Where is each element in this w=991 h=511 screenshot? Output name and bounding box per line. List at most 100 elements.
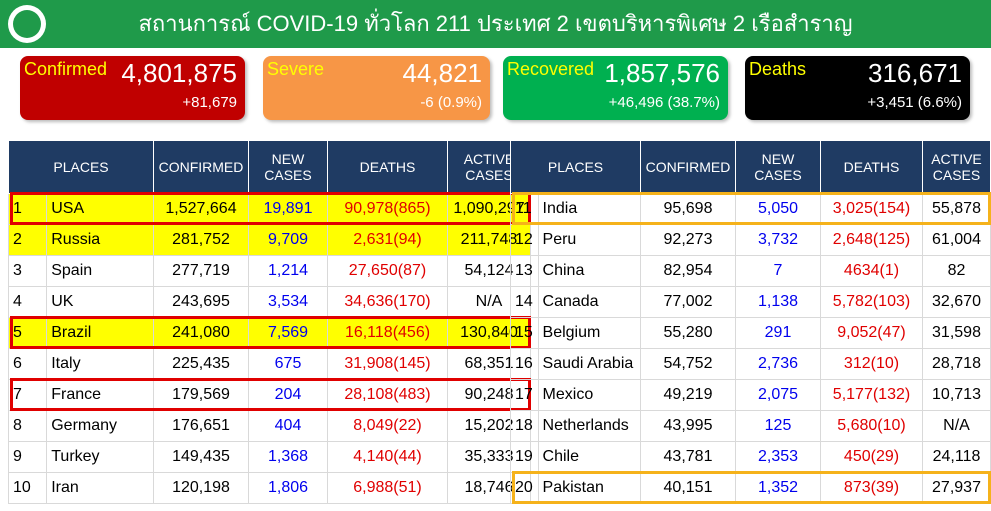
cell: 5,782(103) [820,286,923,318]
table-row: 2 Russia 281,752 9,709 2,631(94) 211,748 [7,224,531,256]
cell: 18 [510,410,539,442]
cell: 43,781 [640,441,736,473]
card: Recovered 1,857,576 +46,496 (38.7%) [503,56,728,120]
cell: 10 [7,472,48,504]
cell: 6,988(51) [327,472,448,504]
card-change: +81,679 [182,94,237,111]
cell: 14 [510,286,539,318]
cell: 404 [248,410,328,442]
cell: Spain [46,255,154,287]
cell: 34,636(170) [327,286,448,318]
cell: 3 [7,255,48,287]
table-row: 13 China 82,954 7 4634(1) 82 [510,255,991,287]
cell: 8 [7,410,48,442]
table-row: 19 Chile 43,781 2,353 450(29) 24,118 [510,441,991,473]
cell: 291 [735,317,821,349]
cell: 3,732 [735,224,821,256]
table-row: 17 Mexico 49,219 2,075 5,177(132) 10,713 [510,379,991,411]
cell: 7 [735,255,821,287]
cell: 55,280 [640,317,736,349]
cell: 61,004 [922,224,991,256]
cell: 5,177(132) [820,379,923,411]
cell: 2,353 [735,441,821,473]
table-row: 5 Brazil 241,080 7,569 16,118(456) 130,840 [7,317,531,349]
table-row: 3 Spain 277,719 1,214 27,650(87) 54,124 [7,255,531,287]
cell: China [537,255,642,287]
column-header: NEW CASES [248,140,328,194]
cell: 243,695 [153,286,249,318]
card-change: +3,451 (6.6%) [867,94,962,111]
card: Deaths 316,671 +3,451 (6.6%) [745,56,970,120]
column-header: DEATHS [327,140,448,194]
cell: 2,736 [735,348,821,380]
table-row: 12 Peru 92,273 3,732 2,648(125) 61,004 [510,224,991,256]
cell: 4,140(44) [327,441,448,473]
cell: 2,648(125) [820,224,923,256]
cell: 4634(1) [820,255,923,287]
cell: 55,878 [922,193,991,225]
highlight-box [10,316,531,349]
cell: 1,138 [735,286,821,318]
cell: 31,908(145) [327,348,448,380]
cell: 4 [7,286,48,318]
cell: 1,368 [248,441,328,473]
card-value: 4,801,875 [121,58,237,88]
card-value: 1,857,576 [604,58,720,88]
data-table: PLACES CONFIRMED NEW CASES DEATHS ACTIVE CAS… [7,140,531,504]
cell: 28,718 [922,348,991,380]
cell: 9,052(47) [820,317,923,349]
cell: 1,352 [735,472,821,504]
cell: 3,534 [248,286,328,318]
highlight-box [512,471,991,504]
card: Confirmed 4,801,875 +81,679 [20,56,245,120]
logo [8,5,46,43]
cell: 2,631(94) [327,224,448,256]
highlight-box [512,192,991,225]
cell: UK [46,286,154,318]
cell: 1,806 [248,472,328,504]
cell: 90,978(865) [327,193,448,225]
cell: 12 [510,224,539,256]
cell: 179,569 [153,379,249,411]
table-row: 10 Iran 120,198 1,806 6,988(51) 18,746 [7,472,531,504]
cell: 17 [510,379,539,411]
cell: Russia [46,224,154,256]
cell: 1 [7,193,48,225]
cell: 28,108(483) [327,379,448,411]
cell: 27,937 [922,472,991,504]
cell: Netherlands [537,410,642,442]
card: Severe 44,821 -6 (0.9%) [263,56,490,120]
cell: 450(29) [820,441,923,473]
cell: 5 [7,317,48,349]
cell: 8,049(22) [327,410,448,442]
cell: Chile [537,441,642,473]
cell: 873(39) [820,472,923,504]
cell: 82 [922,255,991,287]
highlight-box [10,192,531,225]
table-row: 14 Canada 77,002 1,138 5,782(103) 32,670 [510,286,991,318]
title: สถานการณ์ COVID-19 ทั่วโลก 211 ประเทศ 2 … [138,11,853,36]
header: สถานการณ์ COVID-19 ทั่วโลก 211 ประเทศ 2 … [0,0,991,48]
table-row: 9 Turkey 149,435 1,368 4,140(44) 35,333 [7,441,531,473]
column-header: NEW CASES [735,140,821,194]
cell: Peru [537,224,642,256]
cell: 31,598 [922,317,991,349]
cell: 16 [510,348,539,380]
table-row: 6 Italy 225,435 675 31,908(145) 68,351 [7,348,531,380]
cell: 10,713 [922,379,991,411]
table-row: 15 Belgium 55,280 291 9,052(47) 31,598 [510,317,991,349]
cell: 13 [510,255,539,287]
cell: 6 [7,348,48,380]
cell: Italy [46,348,154,380]
cell: Canada [537,286,642,318]
cell: 40,151 [640,472,736,504]
cell: 176,651 [153,410,249,442]
cell: 1,214 [248,255,328,287]
card-value: 44,821 [402,58,482,88]
column-header: PLACES [8,140,154,194]
cell: 2 [7,224,48,256]
cell: 9,709 [248,224,328,256]
cell: 95,698 [640,193,736,225]
highlight-box [10,378,531,411]
